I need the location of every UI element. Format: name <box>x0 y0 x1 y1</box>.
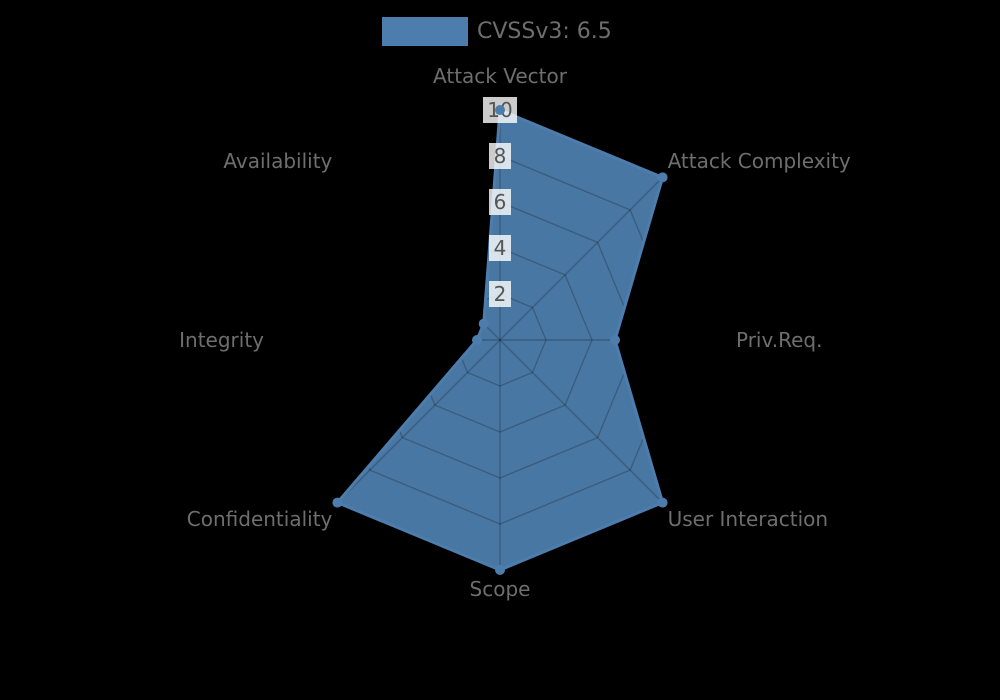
tick-label-bg-2 <box>489 281 511 307</box>
grid-ring-8 <box>315 155 685 525</box>
data-point-attack-complexity[interactable] <box>657 172 668 183</box>
tick-label-6: 6 <box>494 190 507 214</box>
data-point-scope[interactable] <box>495 565 505 575</box>
grid-ring-2 <box>453 293 547 387</box>
series-points <box>332 105 668 575</box>
axis-label-scope: Scope <box>470 577 531 601</box>
tick-label-bg-6 <box>489 189 511 215</box>
legend-swatch-icon <box>382 17 468 46</box>
axis-spoke-availability <box>336 176 501 341</box>
tick-label-8: 8 <box>494 144 507 168</box>
data-point-attack-vector[interactable] <box>495 105 505 115</box>
axis-spoke-user-interaction <box>499 339 664 504</box>
axis-label-attack-vector: Attack Vector <box>433 64 568 88</box>
axis-labels: Attack Vector Attack Complexity Priv.Req. U… <box>179 64 851 601</box>
axis-label-confidentiality: Confidentiality <box>187 507 333 531</box>
axis-label-user-interaction: User Interaction <box>668 507 828 531</box>
axis-label-attack-complexity: Attack Complexity <box>668 149 851 173</box>
tick-label-2: 2 <box>494 282 507 306</box>
axis-spoke-confidentiality <box>336 339 501 504</box>
data-point-availability[interactable] <box>478 318 489 329</box>
axis-label-priv-req: Priv.Req. <box>736 328 822 352</box>
tick-label-bg-4 <box>489 235 511 261</box>
data-point-confidentiality[interactable] <box>332 497 343 508</box>
legend-item[interactable]: CVSSv3: 6.5 <box>382 17 612 46</box>
axis-label-availability: Availability <box>223 149 332 173</box>
radar-grid <box>269 109 731 571</box>
data-point-priv-req[interactable] <box>610 335 620 345</box>
legend-label: CVSSv3: 6.5 <box>477 19 612 44</box>
data-point-user-interaction[interactable] <box>657 497 668 508</box>
axis-spoke-attack-complexity <box>499 176 664 341</box>
series-area <box>337 110 663 570</box>
data-point-integrity[interactable] <box>472 335 482 345</box>
tick-label-bg-8 <box>489 143 511 169</box>
axis-label-integrity: Integrity <box>179 328 264 352</box>
grid-ring-4 <box>407 247 593 433</box>
grid-ring-6 <box>361 201 639 479</box>
tick-label-4: 4 <box>494 236 507 260</box>
